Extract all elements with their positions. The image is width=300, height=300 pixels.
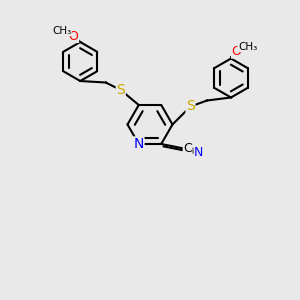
Text: N: N bbox=[194, 146, 203, 160]
Text: CH₃: CH₃ bbox=[52, 26, 71, 36]
Text: S: S bbox=[116, 83, 125, 97]
Text: O: O bbox=[69, 29, 79, 43]
Text: O: O bbox=[232, 45, 241, 58]
Text: CH₃: CH₃ bbox=[238, 41, 257, 52]
Text: C: C bbox=[183, 142, 192, 155]
Text: N: N bbox=[134, 137, 144, 151]
Text: S: S bbox=[186, 100, 195, 113]
